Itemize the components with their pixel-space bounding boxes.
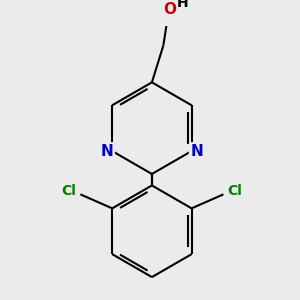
Text: Cl: Cl [227,184,242,197]
Text: Cl: Cl [61,184,76,197]
Text: H: H [177,0,188,11]
Text: O: O [163,2,176,17]
Text: N: N [101,144,113,159]
Text: N: N [190,144,203,159]
